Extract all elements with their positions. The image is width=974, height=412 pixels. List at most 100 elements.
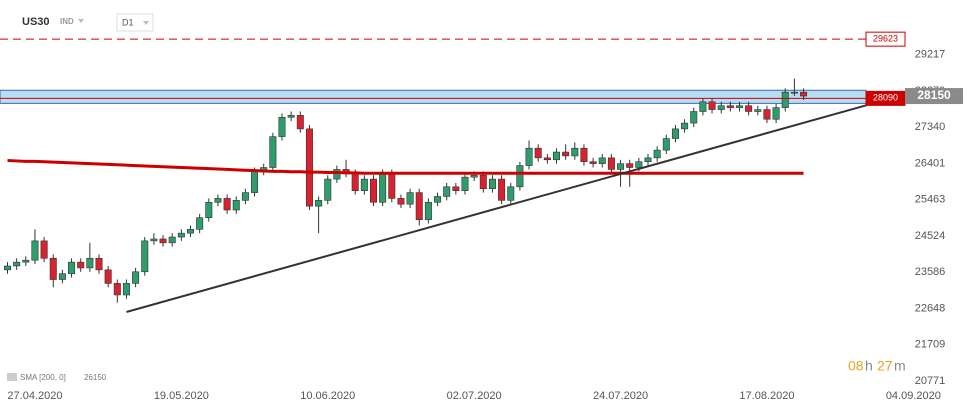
dropdown-arrow [143, 21, 149, 25]
candle-body [333, 169, 341, 180]
candle-body [525, 147, 533, 166]
last-price-label: 28150 [917, 88, 951, 102]
candle-body [461, 176, 469, 191]
candle-body [360, 178, 368, 191]
symbol: US30 [22, 16, 50, 28]
y-tick-label: 26401 [915, 158, 946, 170]
candle-body [187, 229, 195, 234]
candle-body [150, 238, 158, 242]
candle-body [644, 157, 652, 163]
candle-body [452, 186, 460, 191]
candle-body [104, 269, 112, 284]
sma-value: 26150 [84, 373, 107, 382]
candle-body [223, 198, 231, 211]
candle-body [196, 217, 204, 230]
candle-body [40, 240, 48, 259]
candle-body [443, 186, 451, 197]
candle-body [626, 163, 634, 168]
x-tick-label: 04.09.2020 [886, 390, 941, 402]
y-tick-label: 23586 [915, 266, 946, 278]
candle-body [388, 172, 396, 199]
candle-body [498, 178, 506, 201]
candle-body [351, 172, 359, 191]
candle-body [324, 178, 332, 201]
candle-body [708, 101, 716, 110]
candle-body [113, 283, 121, 296]
candle-body [214, 198, 222, 203]
candle-body [369, 178, 377, 203]
candle-body [726, 105, 734, 108]
candle-body [800, 91, 808, 97]
candle-body [58, 273, 66, 280]
candle-body [122, 283, 130, 296]
candle-body [22, 259, 30, 263]
indicator-icon[interactable] [7, 373, 17, 381]
candle-body [177, 232, 185, 238]
y-tick-label: 24524 [915, 230, 946, 242]
candle-body [315, 200, 323, 207]
candle-body [598, 157, 606, 164]
candle-body [717, 105, 725, 110]
candle-body [287, 115, 295, 118]
candle-body [772, 107, 780, 120]
last-price-box [905, 88, 963, 105]
candle-body [580, 147, 588, 163]
countdown-h: h [865, 358, 873, 374]
candle-body [543, 157, 551, 161]
candle-body [141, 240, 149, 273]
sma-line [7, 159, 804, 175]
candle-body [589, 161, 597, 164]
x-tick-label: 19.05.2020 [154, 390, 209, 402]
y-tick-label: 25463 [915, 194, 946, 206]
candle-body [562, 151, 570, 157]
candle-body [296, 115, 304, 130]
candle-body [790, 91, 798, 94]
candle-body [681, 122, 689, 130]
countdown-hours: 08 [848, 358, 864, 374]
candle-body [754, 109, 762, 112]
interval-select[interactable] [116, 13, 154, 32]
level-box [865, 31, 906, 47]
candle-body [251, 171, 259, 193]
candle-body [31, 240, 39, 261]
candle-body [690, 111, 698, 124]
candle-body [488, 178, 496, 190]
x-tick-label: 02.07.2020 [447, 390, 502, 402]
candle-body [232, 200, 240, 211]
candle-body [68, 261, 76, 275]
resistance-zone [0, 89, 867, 104]
candle-body [479, 174, 487, 190]
candle-body [379, 172, 387, 203]
candle-body [671, 128, 679, 139]
candle-body [4, 265, 12, 271]
y-tick-label: 22648 [915, 302, 946, 314]
candle-body [406, 192, 414, 205]
candle-body [132, 271, 140, 284]
candle-body [617, 163, 625, 170]
market: IND [60, 17, 74, 26]
candle-body [305, 128, 313, 207]
overlays: 29623 28090 28150 [0, 31, 963, 106]
trendline [126, 103, 868, 313]
candle-body [507, 186, 515, 201]
candle-body [571, 147, 579, 157]
plot-area: 20771 21709 22648 23586 24524 25463 26401 27340… [0, 49, 945, 402]
candle-body [653, 149, 661, 159]
candle-body [635, 161, 643, 168]
dropdown-arrow[interactable] [78, 19, 84, 23]
x-tick-label: 17.08.2020 [739, 390, 794, 402]
candle-body [159, 238, 167, 244]
candle-body [397, 198, 405, 205]
y-tick-label: 21709 [915, 339, 946, 351]
candle-body [434, 196, 442, 203]
y-tick-label: 20771 [915, 375, 946, 387]
candle-body [77, 261, 85, 269]
candle-body [699, 101, 707, 112]
level-label: 29623 [873, 34, 898, 44]
candle-body [662, 138, 670, 151]
candle-body [49, 257, 57, 280]
y-tick-label: 27340 [915, 121, 946, 133]
y-tick-label: 29217 [915, 49, 946, 61]
